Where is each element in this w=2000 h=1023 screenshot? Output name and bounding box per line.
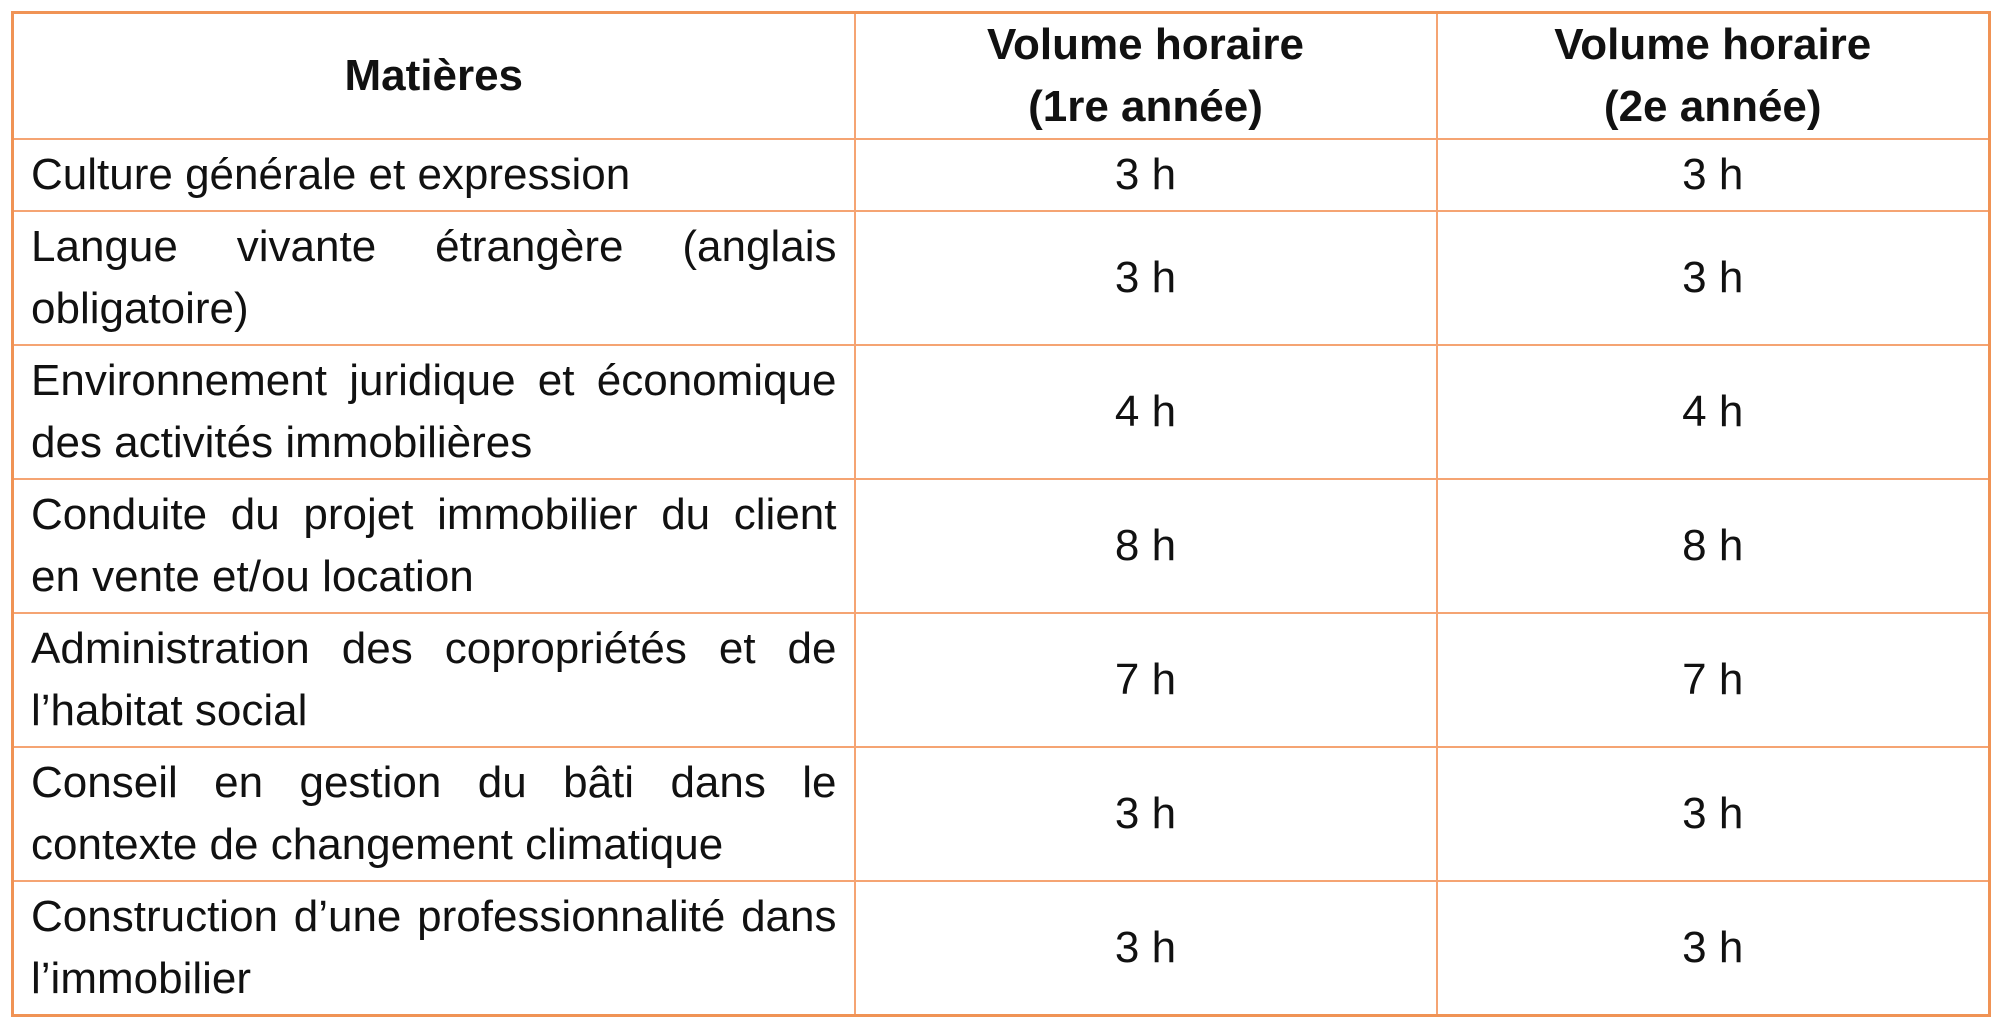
hours-year1-cell: 4 h <box>853 344 1438 480</box>
subject-cell: Conduite du projet immobilier du client … <box>11 478 856 614</box>
hours-year2-cell: 3 h <box>1435 746 1991 882</box>
hours-year1-cell: 3 h <box>853 138 1438 212</box>
header-volume-year2-line2: (2e année) <box>1603 82 1822 131</box>
hours-year1-cell: 7 h <box>853 612 1438 748</box>
table-row: Construction d’une professionnalité dans… <box>11 880 1991 1017</box>
header-row: Matières Volume horaire (1re année) Volu… <box>11 11 1991 140</box>
hours-year1-cell: 3 h <box>853 746 1438 882</box>
table-row: Environnement juridique et économique de… <box>11 344 1991 480</box>
header-matieres: Matières <box>11 11 856 140</box>
hours-year1-cell: 3 h <box>853 210 1438 346</box>
hours-year1-cell: 3 h <box>853 880 1438 1017</box>
header-matieres-label: Matières <box>344 51 524 100</box>
table-body: Culture générale et expression 3 h 3 h L… <box>11 138 1991 1017</box>
subject-cell: Langue vivante étrangère (anglais obliga… <box>11 210 856 346</box>
header-volume-year1-line2: (1re année) <box>1028 82 1263 131</box>
table-row: Langue vivante étrangère (anglais obliga… <box>11 210 1991 346</box>
subject-cell: Environnement juridique et économique de… <box>11 344 856 480</box>
hours-year2-cell: 8 h <box>1435 478 1991 614</box>
subject-cell: Administration des copropriétés et de l’… <box>11 612 856 748</box>
subject-cell: Conseil en gestion du bâti dans le conte… <box>11 746 856 882</box>
hours-year2-cell: 3 h <box>1435 138 1991 212</box>
hours-year2-cell: 3 h <box>1435 880 1991 1017</box>
header-volume-year1-line1: Volume horaire <box>986 20 1305 69</box>
hours-year2-cell: 3 h <box>1435 210 1991 346</box>
subject-cell: Culture générale et expression <box>11 138 856 212</box>
hours-year2-cell: 4 h <box>1435 344 1991 480</box>
hours-year2-cell: 7 h <box>1435 612 1991 748</box>
header-volume-year1: Volume horaire (1re année) <box>853 11 1438 140</box>
table-row: Conseil en gestion du bâti dans le conte… <box>11 746 1991 882</box>
header-volume-year2: Volume horaire (2e année) <box>1435 11 1991 140</box>
course-hours-table: Matières Volume horaire (1re année) Volu… <box>11 11 1991 1017</box>
header-volume-year2-line1: Volume horaire <box>1554 20 1872 69</box>
hours-year1-cell: 8 h <box>853 478 1438 614</box>
subject-cell: Construction d’une professionnalité dans… <box>11 880 856 1017</box>
table-row: Conduite du projet immobilier du client … <box>11 478 1991 614</box>
table-row: Culture générale et expression 3 h 3 h <box>11 138 1991 212</box>
table-row: Administration des copropriétés et de l’… <box>11 612 1991 748</box>
table-header: Matières Volume horaire (1re année) Volu… <box>11 11 1991 140</box>
